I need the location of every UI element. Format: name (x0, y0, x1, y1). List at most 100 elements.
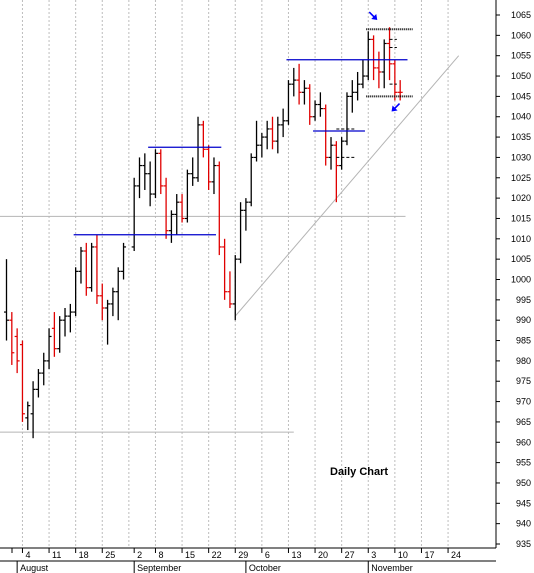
x-tick-label: 11 (52, 550, 61, 560)
y-tick-label: 995 (516, 295, 531, 305)
ohlc-bar (211, 157, 217, 195)
ohlc-bar (41, 352, 47, 386)
ohlc-bar (184, 169, 190, 223)
ohlc-bar (35, 369, 41, 398)
ohlc-bar (254, 120, 260, 162)
ohlc-bar (147, 161, 153, 207)
x-tick-label: 3 (371, 550, 376, 560)
x-tick-label: 15 (185, 550, 195, 560)
ohlc-bar (339, 137, 345, 170)
y-tick-label: 935 (516, 539, 531, 549)
y-axis-ticks: 935 940 945 950 955 960 965 970 975 980 985 990 995 1… (511, 10, 531, 549)
ohlc-bar (259, 133, 265, 158)
x-tick-label: 18 (79, 550, 89, 560)
y-tick-label: 965 (516, 417, 531, 427)
x-tick-label: 27 (345, 550, 355, 560)
x-tick-label: 10 (398, 550, 408, 560)
x-tick-label: 8 (158, 550, 163, 560)
ohlc-bar (296, 63, 302, 105)
ohlc-bar (83, 242, 89, 296)
ohlc-bar (14, 328, 20, 374)
y-tick-label: 1065 (511, 10, 531, 20)
x-tick-label: 4 (25, 550, 30, 560)
x-tick-label: 25 (105, 550, 115, 560)
x-tick-label: 20 (318, 550, 328, 560)
ohlc-bar (19, 340, 25, 422)
month-label: August (20, 563, 49, 573)
ohlc-bar (67, 303, 73, 333)
ohlc-bar (73, 267, 79, 317)
ohlc-bar (195, 116, 201, 182)
y-tick-label: 950 (516, 478, 531, 488)
y-tick-label: 1040 (511, 112, 531, 122)
ohlc-bar (280, 108, 286, 138)
ohlc-bar (110, 287, 116, 317)
x-tick-label: 13 (291, 550, 301, 560)
ohlc-bar (333, 141, 339, 203)
y-tick-label: 1030 (511, 152, 531, 162)
ohlc-bar (227, 271, 233, 308)
arrow-marker (391, 102, 401, 112)
month-labels: August September October November (16, 561, 413, 573)
ohlc-bar (121, 242, 127, 280)
ohlc-bar (376, 51, 382, 89)
ohlc-bar (264, 120, 270, 150)
ohlc-bar (142, 153, 148, 190)
y-tick-label: 1025 (511, 173, 531, 183)
y-tick-label: 975 (516, 376, 531, 386)
y-tick-label: 1050 (511, 71, 531, 81)
ohlc-bar (238, 202, 244, 264)
ohlc-bar (190, 157, 196, 186)
ohlc-bar (94, 234, 100, 304)
ohlc-bar (25, 401, 31, 431)
ohlc-bar (312, 100, 318, 121)
ohlc-bar (307, 84, 313, 125)
y-tick-label: 960 (516, 437, 531, 447)
ohlc-bar (78, 246, 84, 284)
ohlc-bar (46, 328, 52, 370)
month-label: October (249, 563, 281, 573)
y-tick-label: 970 (516, 397, 531, 407)
ohlc-bar (137, 157, 142, 199)
chart-title-label: Daily Chart (330, 466, 388, 478)
arrow-marker (368, 11, 378, 21)
ohlc-bar (99, 283, 105, 321)
ohlc-bar (30, 381, 36, 439)
y-tick-label: 1010 (511, 234, 531, 244)
ohlc-bar (243, 198, 249, 231)
ohlc-bar (248, 153, 254, 207)
ohlc-bar (392, 59, 398, 101)
ohlc-bar (9, 312, 15, 365)
ohlc-bar (216, 161, 222, 256)
x-axis-ticks: 4 11 18 25 2 8 15 22 29 6 13 20 27 3 10 17 24 (11, 548, 461, 560)
ohlc-bar (232, 255, 238, 321)
ohlc-bar (371, 35, 377, 81)
x-tick-label: 17 (424, 550, 434, 560)
ohlc-bar (163, 177, 169, 239)
x-tick-label: 24 (451, 550, 461, 560)
y-tick-label: 1060 (511, 30, 531, 40)
ohlc-bar (344, 92, 350, 146)
ohlc-bar (179, 194, 185, 223)
ohlc-bar (57, 316, 63, 353)
ohlc-bar (323, 104, 329, 166)
ohlc-bar (158, 149, 164, 195)
ohlc-bar (200, 120, 206, 158)
ohlc-bar (397, 80, 403, 101)
ohlc-bar (387, 27, 393, 81)
ohlc-bar (4, 259, 9, 341)
ohlc-bar (51, 312, 57, 357)
y-tick-label: 980 (516, 356, 531, 366)
y-tick-label: 955 (516, 458, 531, 468)
y-tick-label: 985 (516, 336, 531, 346)
ohlc-bar (115, 267, 121, 321)
y-tick-label: 1045 (511, 91, 531, 101)
ohlc-bar (62, 307, 68, 337)
y-tick-label: 940 (516, 519, 531, 529)
ohlc-bar (152, 149, 158, 199)
ohlc-bar (291, 67, 297, 97)
ohlc-bar (222, 238, 228, 300)
ohlc-bar (174, 194, 180, 235)
